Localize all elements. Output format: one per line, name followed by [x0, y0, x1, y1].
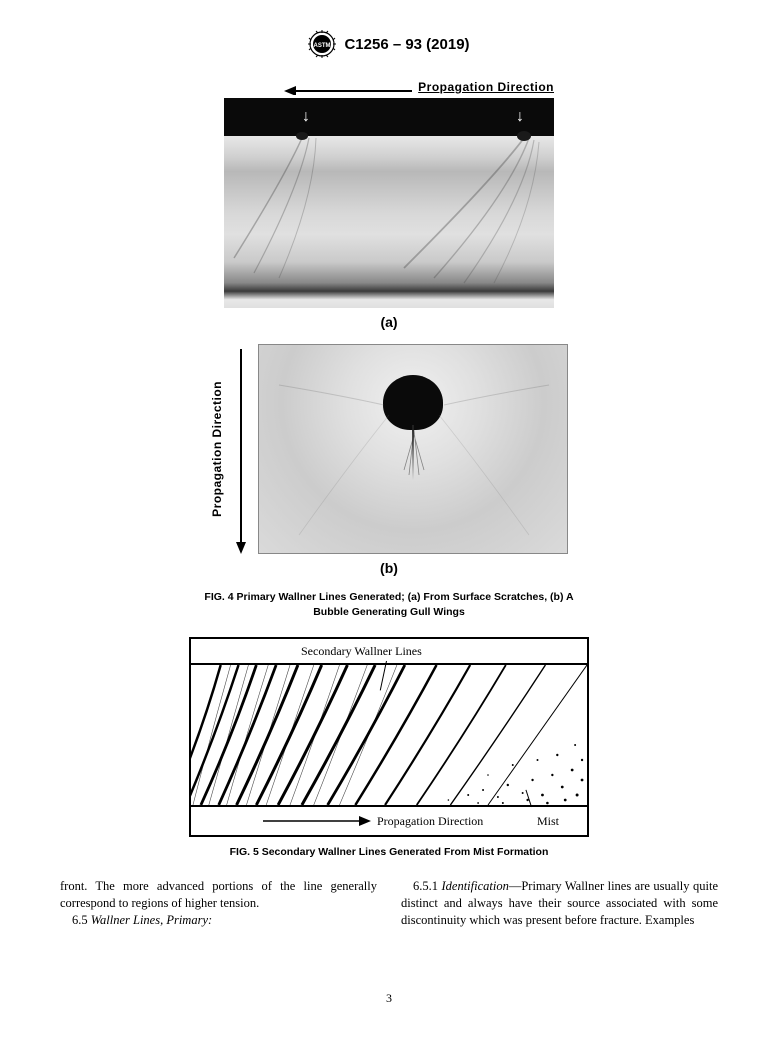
secondary-wallner-lines-label: Secondary Wallner Lines — [301, 644, 422, 659]
propagation-direction-side: Propagation Direction — [210, 381, 224, 517]
column-right: 6.5.1 Identification—Primary Wallner lin… — [401, 878, 718, 929]
propagation-direction-top: Propagation Direction — [224, 78, 554, 96]
section-number: 6.5 — [72, 913, 88, 927]
paragraph: front. The more advanced portions of the… — [60, 878, 377, 912]
figure-4b-image — [258, 344, 568, 554]
propagation-direction-label: Propagation Direction — [210, 381, 224, 517]
page-number: 3 — [386, 991, 392, 1006]
svg-text:ASTM: ASTM — [314, 43, 331, 49]
body-text-columns: front. The more advanced portions of the… — [60, 878, 718, 929]
figure-4-block: Propagation Direction ↓ ↓ (a) — [60, 78, 718, 619]
figure-4a-sublabel: (a) — [224, 314, 554, 330]
figure-4b-sublabel: (b) — [60, 560, 718, 576]
figure-5-image — [191, 665, 587, 805]
figure-4-caption: FIG. 4 Primary Wallner Lines Generated; … — [189, 590, 589, 619]
arrow-right-icon — [261, 815, 371, 827]
propagation-direction-label: Propagation Direction — [377, 814, 483, 829]
figure-5-block: Secondary Wallner Lines — [60, 637, 718, 860]
propagation-direction-label: Propagation Direction — [418, 80, 554, 94]
column-left: front. The more advanced portions of the… — [60, 878, 377, 929]
figure-5-top-label-area: Secondary Wallner Lines — [191, 639, 587, 665]
arrow-down-icon — [234, 344, 248, 554]
figure-5-bottom-label-area: Propagation Direction Mist — [191, 805, 587, 835]
document-id: C1256 – 93 (2019) — [344, 36, 469, 53]
section-title: Identification — [441, 879, 508, 893]
section-title: Wallner Lines, Primary: — [91, 913, 212, 927]
figure-4a-image: ↓ ↓ — [224, 98, 554, 308]
document-header: ASTM C1256 – 93 (2019) — [60, 30, 718, 58]
paragraph: 6.5 Wallner Lines, Primary: — [60, 912, 377, 929]
astm-logo-icon: ASTM — [308, 30, 336, 58]
figure-5-caption: FIG. 5 Secondary Wallner Lines Generated… — [189, 845, 589, 860]
paragraph: 6.5.1 Identification—Primary Wallner lin… — [401, 878, 718, 929]
section-number: 6.5.1 — [413, 879, 438, 893]
mist-label: Mist — [537, 814, 559, 829]
